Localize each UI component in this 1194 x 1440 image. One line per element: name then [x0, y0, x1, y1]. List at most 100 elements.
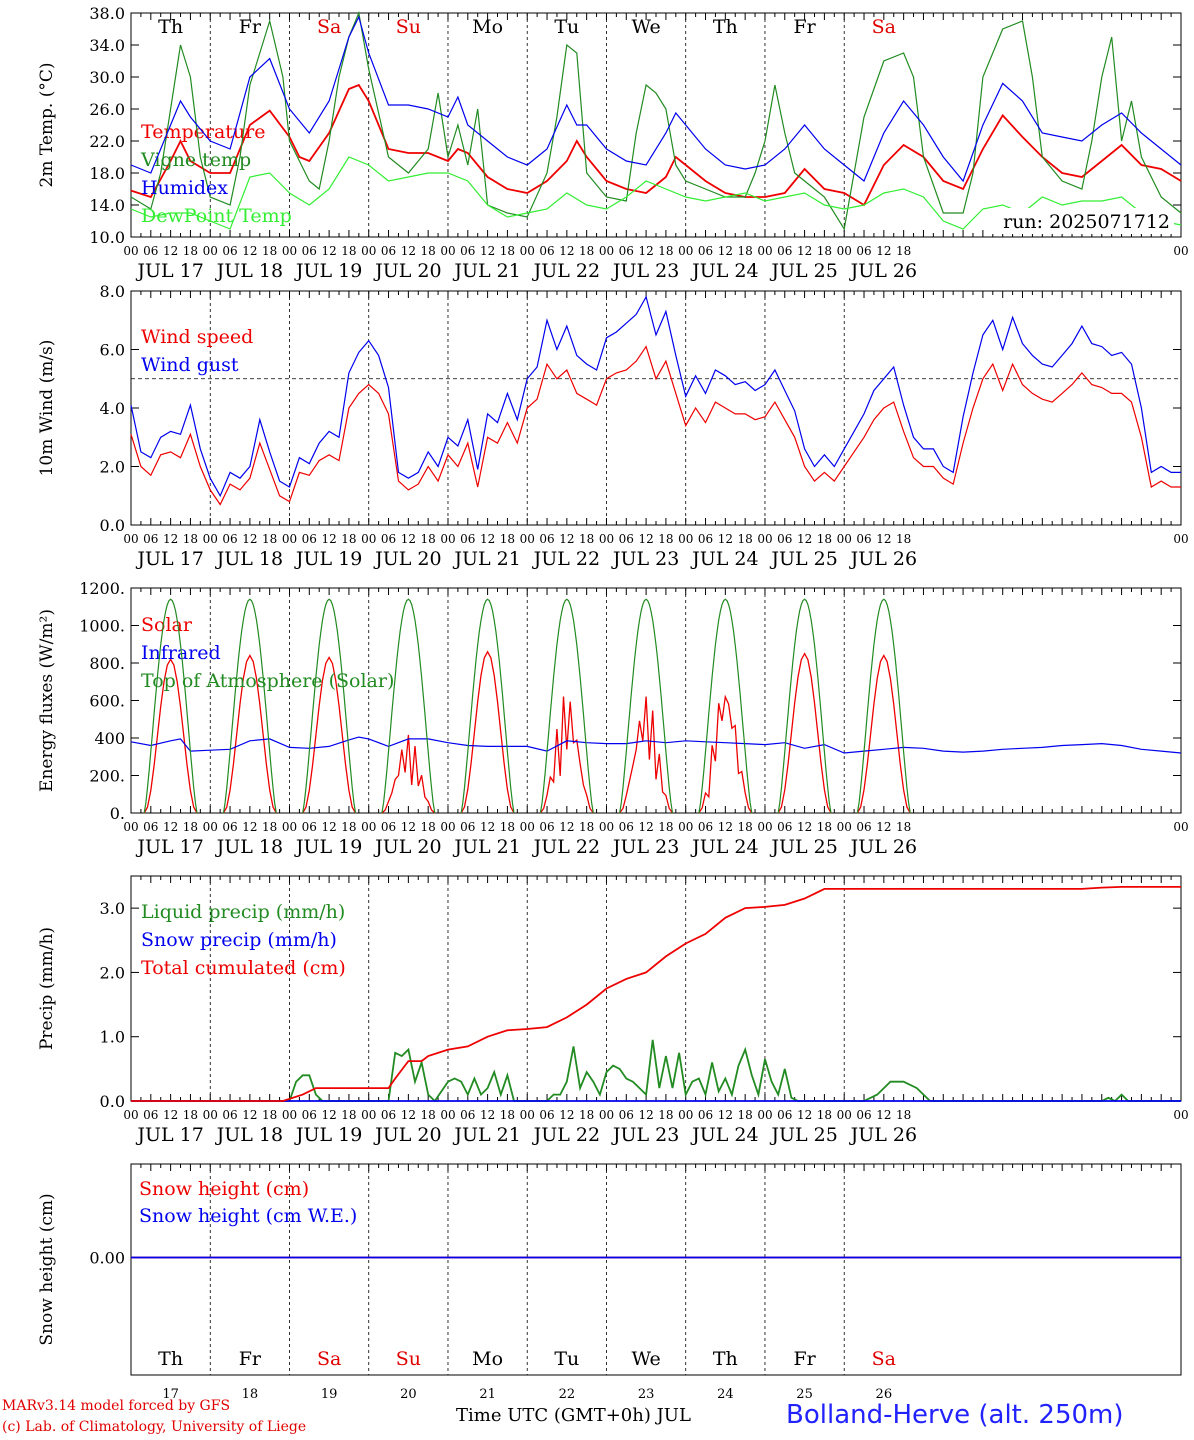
hour-tick-label: 12	[480, 1108, 495, 1122]
hour-tick-label: 00	[203, 244, 218, 258]
hour-tick-label: 06	[539, 820, 554, 834]
temperature-line	[130, 83, 1182, 207]
hour-tick-label: 06	[777, 532, 792, 546]
y-axis-label: 2m Temp. (°C)	[37, 62, 57, 187]
hour-tick-label: 18	[421, 1108, 436, 1122]
hour-tick-label: 06	[856, 244, 871, 258]
weekday-label-top: Fr	[793, 16, 816, 38]
hour-tick-label: 18	[421, 532, 436, 546]
hour-tick-label: 18	[341, 1108, 356, 1122]
y-tick-label: 26.0	[89, 100, 125, 119]
hour-tick-label: 00	[361, 244, 376, 258]
hour-tick-label: 06	[381, 1108, 396, 1122]
hour-tick-label: 00	[837, 244, 852, 258]
hour-tick-label: 06	[302, 820, 317, 834]
day-number-label: 20	[400, 1387, 417, 1402]
hour-tick-label: 06	[698, 244, 713, 258]
model-credit: MARv3.14 model forced by GFS	[2, 1398, 231, 1414]
date-label: JUL 17	[135, 836, 203, 858]
y-axis-label: Precip (mm/h)	[37, 927, 57, 1050]
date-label: JUL 21	[452, 548, 520, 570]
solar-line	[698, 694, 753, 814]
hour-tick-label: 06	[302, 244, 317, 258]
top-of-atmosphere-solar-line	[856, 598, 911, 814]
hour-tick-label: 06	[856, 532, 871, 546]
hour-tick-label: 12	[797, 532, 812, 546]
hour-tick-label: 06	[777, 244, 792, 258]
hour-tick-label: 00	[599, 244, 614, 258]
hour-tick-label: 12	[559, 244, 574, 258]
hour-tick-label: 00	[678, 820, 693, 834]
hour-tick-label: 12	[876, 820, 891, 834]
hour-tick-label: 18	[341, 244, 356, 258]
hour-tick-label: 18	[658, 820, 673, 834]
hour-tick-label: 18	[896, 532, 911, 546]
panel-2-frame	[130, 290, 1182, 526]
hour-tick-label: 06	[856, 1108, 871, 1122]
hour-tick-label: 18	[183, 244, 198, 258]
hour-tick-label: 00	[520, 532, 535, 546]
hour-tick-label: 12	[163, 244, 178, 258]
hour-tick-label: 06	[302, 1108, 317, 1122]
y-tick-label: 8.0	[100, 282, 125, 301]
hour-tick-label: 18	[500, 244, 515, 258]
top-of-atmosphere-solar-line	[460, 598, 515, 814]
hour-tick-label: 12	[163, 532, 178, 546]
hour-tick-label: 00	[123, 820, 138, 834]
hour-tick-label: 18	[738, 820, 753, 834]
hour-tick-label: 06	[619, 244, 634, 258]
date-label: JUL 25	[769, 836, 837, 858]
weekday-label-bottom: Su	[396, 1348, 421, 1370]
date-label: JUL 17	[135, 548, 203, 570]
hour-tick-label: 12	[559, 820, 574, 834]
date-label: JUL 20	[373, 260, 441, 282]
day-number-label: 18	[242, 1387, 259, 1402]
hour-tick-label: 12	[401, 1108, 416, 1122]
y-tick-label: 4.0	[100, 399, 125, 418]
hour-tick-label: 12	[718, 1108, 733, 1122]
y-tick-label: 1000.	[79, 617, 125, 636]
hour-tick-label: 00	[440, 1108, 455, 1122]
hour-tick-label: 12	[321, 820, 336, 834]
solar-line	[856, 654, 911, 814]
y-tick-label: 1.0	[100, 1028, 125, 1047]
hour-tick-label: 12	[797, 244, 812, 258]
weekday-label-bottom: Fr	[793, 1348, 816, 1370]
hour-tick-label: 06	[777, 820, 792, 834]
y-tick-label: 38.0	[89, 4, 125, 23]
hour-tick-label: 12	[242, 820, 257, 834]
hour-tick-label: 12	[638, 532, 653, 546]
weekday-label-bottom: Sa	[872, 1348, 896, 1370]
top-of-atmosphere-solar-line	[698, 598, 753, 814]
top-of-atmosphere-solar-line	[302, 598, 357, 814]
dewpoint-temp-line	[130, 156, 1182, 230]
humidex-line	[130, 15, 1182, 183]
top-of-atmosphere-solar-line	[143, 598, 198, 814]
weekday-label-bottom: We	[631, 1348, 660, 1370]
y-tick-label: 0.0	[100, 1092, 125, 1111]
date-label: JUL 26	[849, 1124, 917, 1146]
hour-tick-label: 00	[1173, 244, 1188, 258]
date-label: JUL 21	[452, 260, 520, 282]
date-label: JUL 23	[611, 548, 679, 570]
hour-tick-label: 00	[282, 1108, 297, 1122]
hour-tick-label: 18	[421, 244, 436, 258]
legend-dewpoint-temp: DewPoint Temp	[141, 205, 292, 227]
hour-tick-label: 12	[321, 1108, 336, 1122]
hour-tick-label: 00	[757, 532, 772, 546]
hour-tick-label: 12	[401, 532, 416, 546]
hour-tick-label: 12	[876, 532, 891, 546]
hour-tick-label: 00	[282, 532, 297, 546]
weekday-label-bottom: Tu	[554, 1348, 579, 1370]
date-label: JUL 19	[294, 1124, 362, 1146]
hour-tick-label: 00	[678, 532, 693, 546]
hour-tick-label: 18	[658, 532, 673, 546]
legend-wind-speed: Wind speed	[141, 326, 253, 348]
hour-tick-label: 00	[599, 820, 614, 834]
hour-tick-label: 18	[341, 820, 356, 834]
date-label: JUL 20	[373, 1124, 441, 1146]
date-label: JUL 22	[532, 836, 600, 858]
hour-tick-label: 12	[718, 532, 733, 546]
y-axis-label: Energy fluxes (W/m²)	[37, 609, 57, 792]
hour-tick-label: 00	[678, 1108, 693, 1122]
